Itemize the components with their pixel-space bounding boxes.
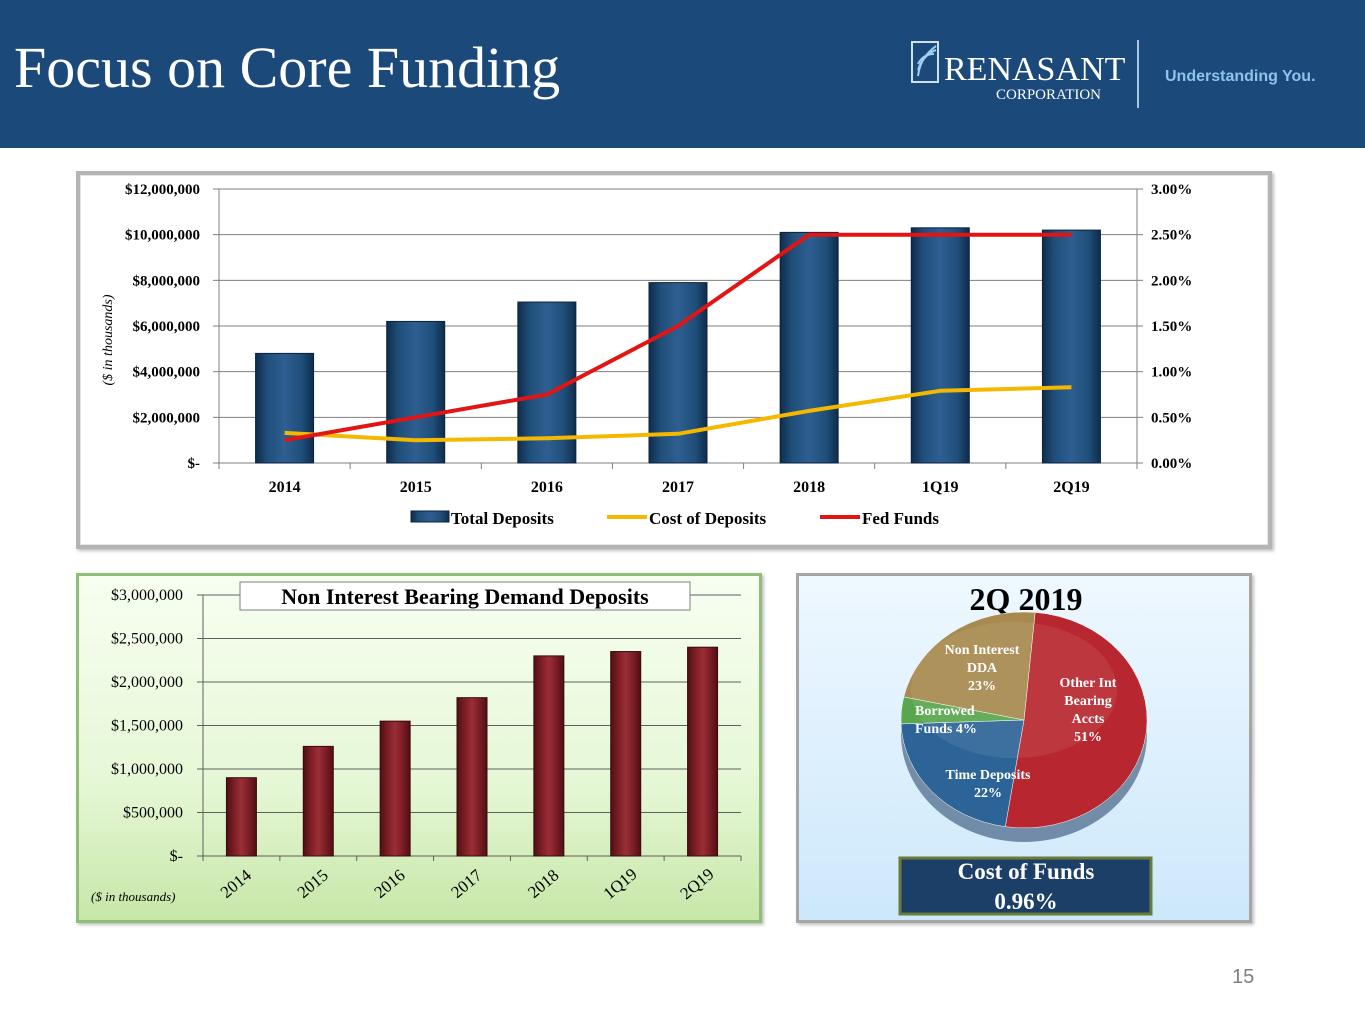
- y-axis-label: ($ in thousands): [101, 294, 116, 385]
- pie-slice: [903, 611, 1036, 721]
- page-number: 15: [1232, 966, 1255, 988]
- fed-funds-line: [284, 232, 1072, 443]
- nib-deposits-bar: [533, 655, 565, 857]
- y-axis-label: ($ in thousands): [91, 889, 176, 904]
- pie-slice: [900, 719, 1025, 827]
- y-tick-label: $-: [170, 848, 183, 865]
- right-tick-label: 1.50%: [1151, 319, 1192, 335]
- funding-mix-panel: 2Q 2019 Other Int Bearing Accts 51% Time Depo…: [796, 573, 1252, 923]
- x-tick-label: 2018: [524, 866, 562, 902]
- cost-of-funds-label: Cost of Funds: [958, 859, 1095, 884]
- left-tick-label: $-: [188, 456, 201, 472]
- legend-label: Cost of Deposits: [649, 509, 766, 528]
- x-tick-label: 2016: [370, 866, 408, 902]
- legend-label: Fed Funds: [862, 509, 939, 528]
- x-tick-label: 2015: [400, 479, 432, 496]
- x-tick-label: 1Q19: [600, 864, 641, 903]
- nib-deposits-chart: $- $500,000 $1,000,000 $1,500,000 $2,000,000…: [91, 581, 742, 904]
- nib-deposits-bar: [456, 697, 488, 857]
- x-tick-label: 2Q19: [676, 864, 717, 903]
- logo-name: RENASANT: [944, 51, 1126, 88]
- pie-slice-label: Time Deposits: [946, 768, 1031, 783]
- left-tick-label: $8,000,000: [133, 273, 201, 289]
- x-tick-label: 2017: [662, 479, 694, 496]
- left-tick-label: $10,000,000: [125, 228, 200, 244]
- x-tick-label: 2015: [294, 866, 332, 902]
- left-tick-label: $4,000,000: [133, 365, 201, 381]
- nib-chart-title-box: Non Interest Bearing Demand Deposits: [239, 581, 691, 611]
- legend-swatch-total-deposits: [410, 510, 450, 523]
- pie-slice-label: 22%: [974, 786, 1002, 801]
- pie-slice: [1005, 612, 1148, 829]
- y-tick-label: $2,000,000: [111, 674, 183, 691]
- cost-of-funds-value: 0.96%: [994, 889, 1057, 914]
- pie-slice-label: Non Interest: [945, 643, 1020, 658]
- x-tick-label: 2018: [793, 479, 825, 496]
- y-tick-label: $500,000: [123, 805, 183, 822]
- total-deposits-chart: $- 0.00% $2,000,000 0.50% $4,000,000 1.00% $6,…: [101, 182, 1192, 528]
- right-tick-label: 3.00%: [1151, 182, 1192, 198]
- right-tick-label: 2.50%: [1151, 228, 1192, 244]
- cost-of-funds-box: Cost of Funds 0.96%: [898, 856, 1153, 916]
- left-tick-label: $6,000,000: [133, 319, 201, 335]
- nib-deposits-bar: [379, 720, 411, 857]
- legend-label: Total Deposits: [451, 509, 554, 528]
- nib-chart-title: Non Interest Bearing Demand Deposits: [281, 584, 649, 609]
- left-tick-label: $12,000,000: [125, 182, 200, 198]
- x-tick-label: 2017: [447, 865, 486, 902]
- slide-title: Focus on Core Funding: [14, 35, 561, 100]
- x-tick-label: 2016: [531, 479, 563, 496]
- header-bar: Focus on Core Funding RENASANT CORPORATI…: [0, 0, 1365, 148]
- cost-of-deposits-line: [284, 385, 1072, 443]
- pie-slice-label: Accts: [1072, 712, 1105, 727]
- x-tick-label: 2014: [217, 865, 256, 902]
- right-tick-label: 0.00%: [1151, 456, 1192, 472]
- y-tick-label: $1,000,000: [111, 761, 183, 778]
- x-tick-label: 2Q19: [1053, 479, 1089, 496]
- total-deposits-chart-panel: $- 0.00% $2,000,000 0.50% $4,000,000 1.00% $6,…: [76, 171, 1272, 549]
- nib-deposits-bar: [302, 745, 334, 857]
- total-deposits-bar: [779, 231, 839, 464]
- total-deposits-bar: [1041, 229, 1101, 464]
- funding-mix-pie-chart: 2Q 2019 Other Int Bearing Accts 51% Time Depo…: [898, 581, 1153, 916]
- pie-gloss: [911, 622, 1117, 758]
- right-tick-label: 0.50%: [1151, 410, 1192, 426]
- pie-slice-label: Bearing: [1064, 694, 1111, 709]
- y-tick-label: $2,500,000: [111, 631, 183, 648]
- x-tick-label: 2014: [269, 479, 301, 496]
- right-tick-label: 1.00%: [1151, 365, 1192, 381]
- total-deposits-bar: [255, 352, 315, 464]
- y-tick-label: $3,000,000: [111, 587, 183, 604]
- x-tick-label: 1Q19: [922, 479, 958, 496]
- renasant-logo: RENASANT CORPORATION Understanding You.: [911, 40, 1316, 108]
- pie-slice-label: 23%: [968, 679, 996, 694]
- right-tick-label: 2.00%: [1151, 273, 1192, 289]
- pie-slice-label: Other Int: [1060, 676, 1117, 691]
- y-tick-label: $1,500,000: [111, 718, 183, 735]
- nib-chart-panel: $- $500,000 $1,000,000 $1,500,000 $2,000,000…: [76, 573, 762, 923]
- pie-slice-label: Borrowed: [915, 704, 975, 719]
- logo-tagline: Understanding You.: [1165, 68, 1316, 85]
- pie-slice-label: Funds 4%: [915, 722, 977, 737]
- nib-deposits-bar: [687, 646, 719, 857]
- pie-slice-label: DDA: [967, 661, 998, 676]
- logo-emblem-icon: [911, 41, 939, 83]
- logo-sub: CORPORATION: [996, 87, 1101, 103]
- left-tick-label: $2,000,000: [133, 410, 201, 426]
- pie-title: 2Q 2019: [970, 581, 1083, 617]
- pie-slice-label: 51%: [1074, 730, 1102, 745]
- nib-deposits-bar: [225, 777, 257, 857]
- total-deposits-bar: [910, 227, 970, 464]
- nib-deposits-bar: [610, 651, 642, 857]
